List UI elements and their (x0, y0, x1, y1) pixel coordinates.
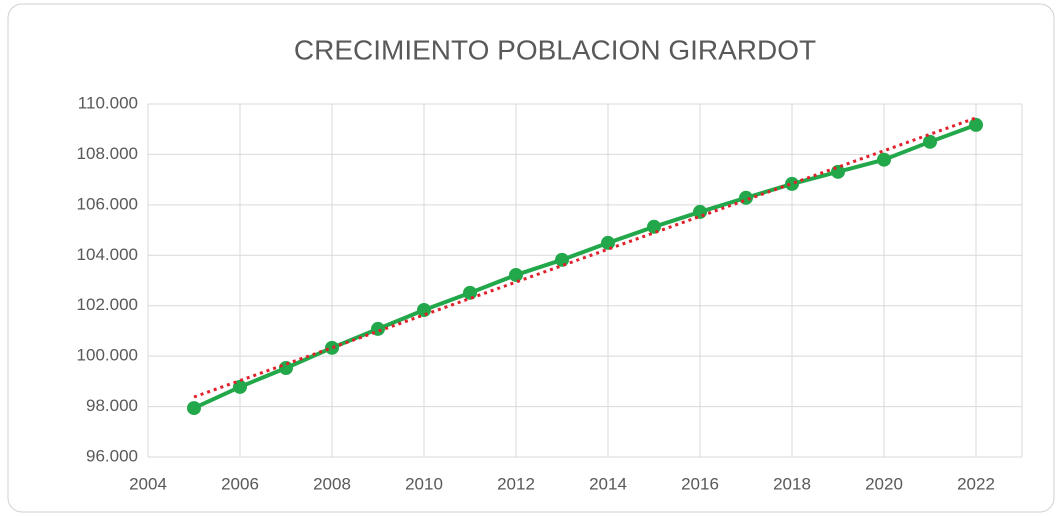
x-tick-label: 2016 (681, 474, 719, 493)
y-tick-label: 110.000 (78, 93, 138, 112)
data-point (555, 252, 569, 267)
x-tick-label: 2018 (773, 474, 811, 493)
data-point (877, 152, 891, 167)
x-tick-label: 2012 (497, 474, 535, 493)
x-tick-label: 2020 (865, 474, 903, 493)
data-point (647, 219, 661, 234)
y-tick-label: 96.000 (86, 446, 138, 465)
x-tick-label: 2010 (405, 474, 443, 493)
data-point (417, 303, 431, 318)
y-tick-label: 102.000 (77, 295, 138, 314)
data-point (739, 190, 753, 205)
y-tick-label: 100.000 (77, 346, 138, 365)
x-tick-label: 2014 (589, 474, 627, 493)
data-point (923, 134, 937, 149)
data-point (187, 401, 201, 416)
data-point (325, 340, 339, 355)
y-tick-label: 106.000 (77, 194, 138, 213)
x-tick-label: 2004 (129, 474, 167, 493)
y-tick-label: 108.000 (77, 144, 138, 163)
data-point (969, 117, 983, 132)
x-tick-label: 2006 (221, 474, 259, 493)
x-tick-label: 2022 (957, 474, 995, 493)
series-line (193, 123, 977, 410)
x-tick-label: 2008 (313, 474, 351, 493)
chart-border (7, 3, 1055, 513)
trendline (193, 116, 977, 399)
data-point (463, 285, 477, 300)
data-point (785, 176, 799, 191)
chart-title: CRECIMIENTO POBLACION GIRARDOT (294, 34, 816, 65)
data-point (509, 267, 523, 282)
data-point (601, 235, 615, 250)
y-tick-label: 104.000 (77, 245, 138, 264)
y-tick-label: 98.000 (86, 396, 138, 415)
